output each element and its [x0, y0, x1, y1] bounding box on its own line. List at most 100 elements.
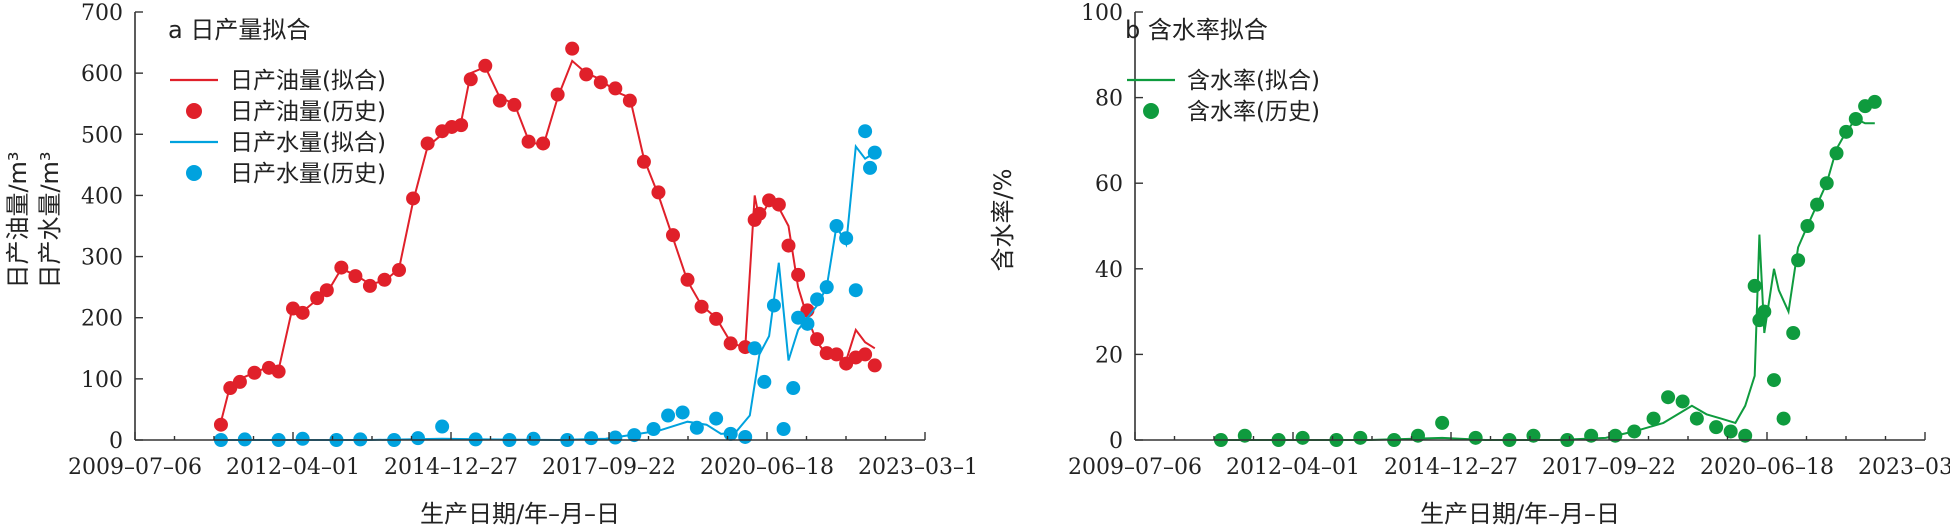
chart-b-y-axis-label: 含水率/% — [989, 169, 1017, 272]
y-tick-label: 500 — [81, 123, 123, 148]
data-point — [627, 428, 642, 443]
data-point — [1747, 278, 1762, 293]
chart-b-plot-area — [1213, 94, 1882, 447]
data-point — [550, 87, 565, 102]
legend-label: 日产水量(拟合) — [230, 130, 386, 156]
data-point — [829, 347, 844, 362]
legend-dot-swatch — [186, 165, 202, 181]
data-point — [435, 419, 450, 434]
legend-label: 含水率(拟合) — [1187, 68, 1320, 94]
legend-dot-swatch — [1143, 103, 1159, 119]
data-point — [454, 118, 469, 133]
data-point — [622, 93, 637, 108]
x-tick-label: 2009–07–06 — [68, 455, 202, 480]
y-tick-label: 60 — [1095, 172, 1123, 197]
data-point — [1723, 424, 1738, 439]
data-point — [781, 238, 796, 253]
data-point — [858, 347, 873, 362]
data-point — [608, 430, 623, 445]
y-tick-label: 0 — [1109, 429, 1123, 454]
y-tick-label: 200 — [81, 307, 123, 332]
data-point — [738, 429, 753, 444]
data-point — [1819, 176, 1834, 191]
x-tick-label: 2012–04–01 — [1226, 455, 1360, 480]
data-point — [526, 431, 541, 446]
data-point — [579, 67, 594, 82]
y-tick-label: 300 — [81, 246, 123, 271]
data-point — [1661, 390, 1676, 405]
series-line — [1221, 117, 1875, 441]
data-point — [232, 374, 247, 389]
data-point — [1839, 124, 1854, 139]
data-point — [747, 341, 762, 356]
data-point — [1766, 373, 1781, 388]
data-point — [420, 136, 435, 151]
y-tick-label: 80 — [1095, 87, 1123, 112]
data-point — [1675, 394, 1690, 409]
data-point — [863, 160, 878, 175]
data-point — [1757, 304, 1772, 319]
y-tick-label: 700 — [81, 1, 123, 26]
chart-b-title: b 含水率拟合 — [1125, 16, 1268, 44]
data-point — [829, 219, 844, 233]
data-point — [271, 364, 286, 379]
chart-a-plot-area — [213, 41, 882, 447]
data-point — [1689, 411, 1704, 426]
x-tick-label: 2023–03–15 — [858, 455, 975, 480]
data-point — [584, 431, 599, 446]
data-point — [810, 292, 825, 307]
chart-a-legend: 日产油量(拟合) 日产油量(历史) 日产水量(拟合) 日产水量(历史) — [170, 68, 386, 187]
data-point — [810, 332, 825, 347]
y-tick-label: 0 — [109, 429, 123, 454]
data-point — [1786, 326, 1801, 340]
data-point — [848, 283, 863, 298]
y-tick-label: 400 — [81, 184, 123, 209]
data-point — [247, 365, 262, 380]
data-point — [636, 154, 651, 169]
data-point — [392, 263, 407, 278]
data-point — [651, 185, 666, 200]
data-point — [295, 305, 310, 320]
data-point — [1353, 430, 1368, 445]
legend-dot-swatch — [186, 103, 202, 119]
data-point — [1627, 424, 1642, 439]
data-point — [1468, 430, 1483, 445]
data-point — [492, 93, 507, 108]
data-point — [665, 228, 680, 243]
data-point — [295, 431, 310, 446]
data-point — [709, 311, 724, 326]
chart-b-water-cut: 0 20 40 60 80 100 2009–07–06 2012–04–01 2014–12–… — [989, 1, 1950, 528]
x-tick-label: 2023–03–15 — [1858, 455, 1950, 480]
data-point — [661, 408, 676, 423]
data-point — [709, 411, 724, 426]
data-point — [1867, 94, 1882, 109]
data-point — [858, 124, 873, 139]
chart-b-x-axis-label: 生产日期/年–月–日 — [1420, 500, 1620, 528]
chart-a-oil-water-production: 0 100 200 300 400 500 600 700 2009–07–06 2012–04–… — [4, 1, 975, 528]
data-point — [752, 206, 767, 221]
chart-a-x-axis-label: 生产日期/年–月–日 — [420, 500, 620, 528]
x-tick-label: 2020–06–18 — [700, 455, 834, 480]
data-point — [680, 272, 695, 287]
data-point — [757, 374, 772, 389]
x-tick-label: 2020–06–18 — [1700, 455, 1834, 480]
data-point — [1776, 411, 1791, 426]
y-tick-label: 600 — [81, 62, 123, 87]
x-tick-label: 2009–07–06 — [1068, 455, 1202, 480]
data-point — [723, 426, 738, 441]
data-point — [675, 405, 690, 420]
chart-a-y-axis-label-water: 日产水量/m³ — [36, 151, 64, 288]
data-point — [1800, 219, 1815, 233]
chart-a-title: a 日产量拟合 — [168, 16, 310, 44]
chart-a-y-axis-label-oil: 日产油量/m³ — [4, 151, 32, 288]
data-point — [723, 336, 738, 351]
data-point — [521, 134, 536, 149]
data-point — [362, 278, 377, 293]
data-point — [334, 260, 349, 275]
data-point — [776, 421, 791, 436]
data-point — [463, 72, 478, 87]
data-point — [536, 136, 551, 151]
x-tick-label: 2014–12–27 — [1384, 455, 1518, 480]
data-point — [867, 145, 882, 160]
data-point — [819, 280, 834, 295]
